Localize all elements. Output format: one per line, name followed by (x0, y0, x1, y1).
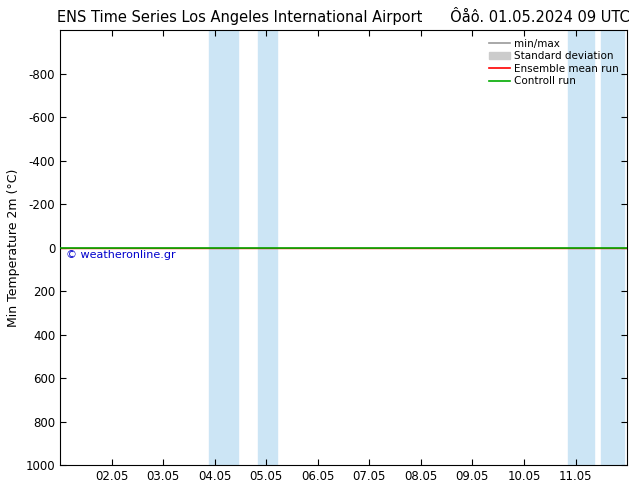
Legend: min/max, Standard deviation, Ensemble mean run, Controll run: min/max, Standard deviation, Ensemble me… (486, 35, 622, 90)
Bar (601, 30, 624, 465)
Bar (259, 30, 276, 465)
Title: ENS Time Series Los Angeles International Airport      Ôåô. 01.05.2024 09 UTC: ENS Time Series Los Angeles Internationa… (57, 7, 630, 25)
Bar (568, 30, 593, 465)
Bar (209, 30, 238, 465)
Y-axis label: Min Temperature 2m (°C): Min Temperature 2m (°C) (7, 169, 20, 327)
Text: © weatheronline.gr: © weatheronline.gr (66, 250, 175, 260)
